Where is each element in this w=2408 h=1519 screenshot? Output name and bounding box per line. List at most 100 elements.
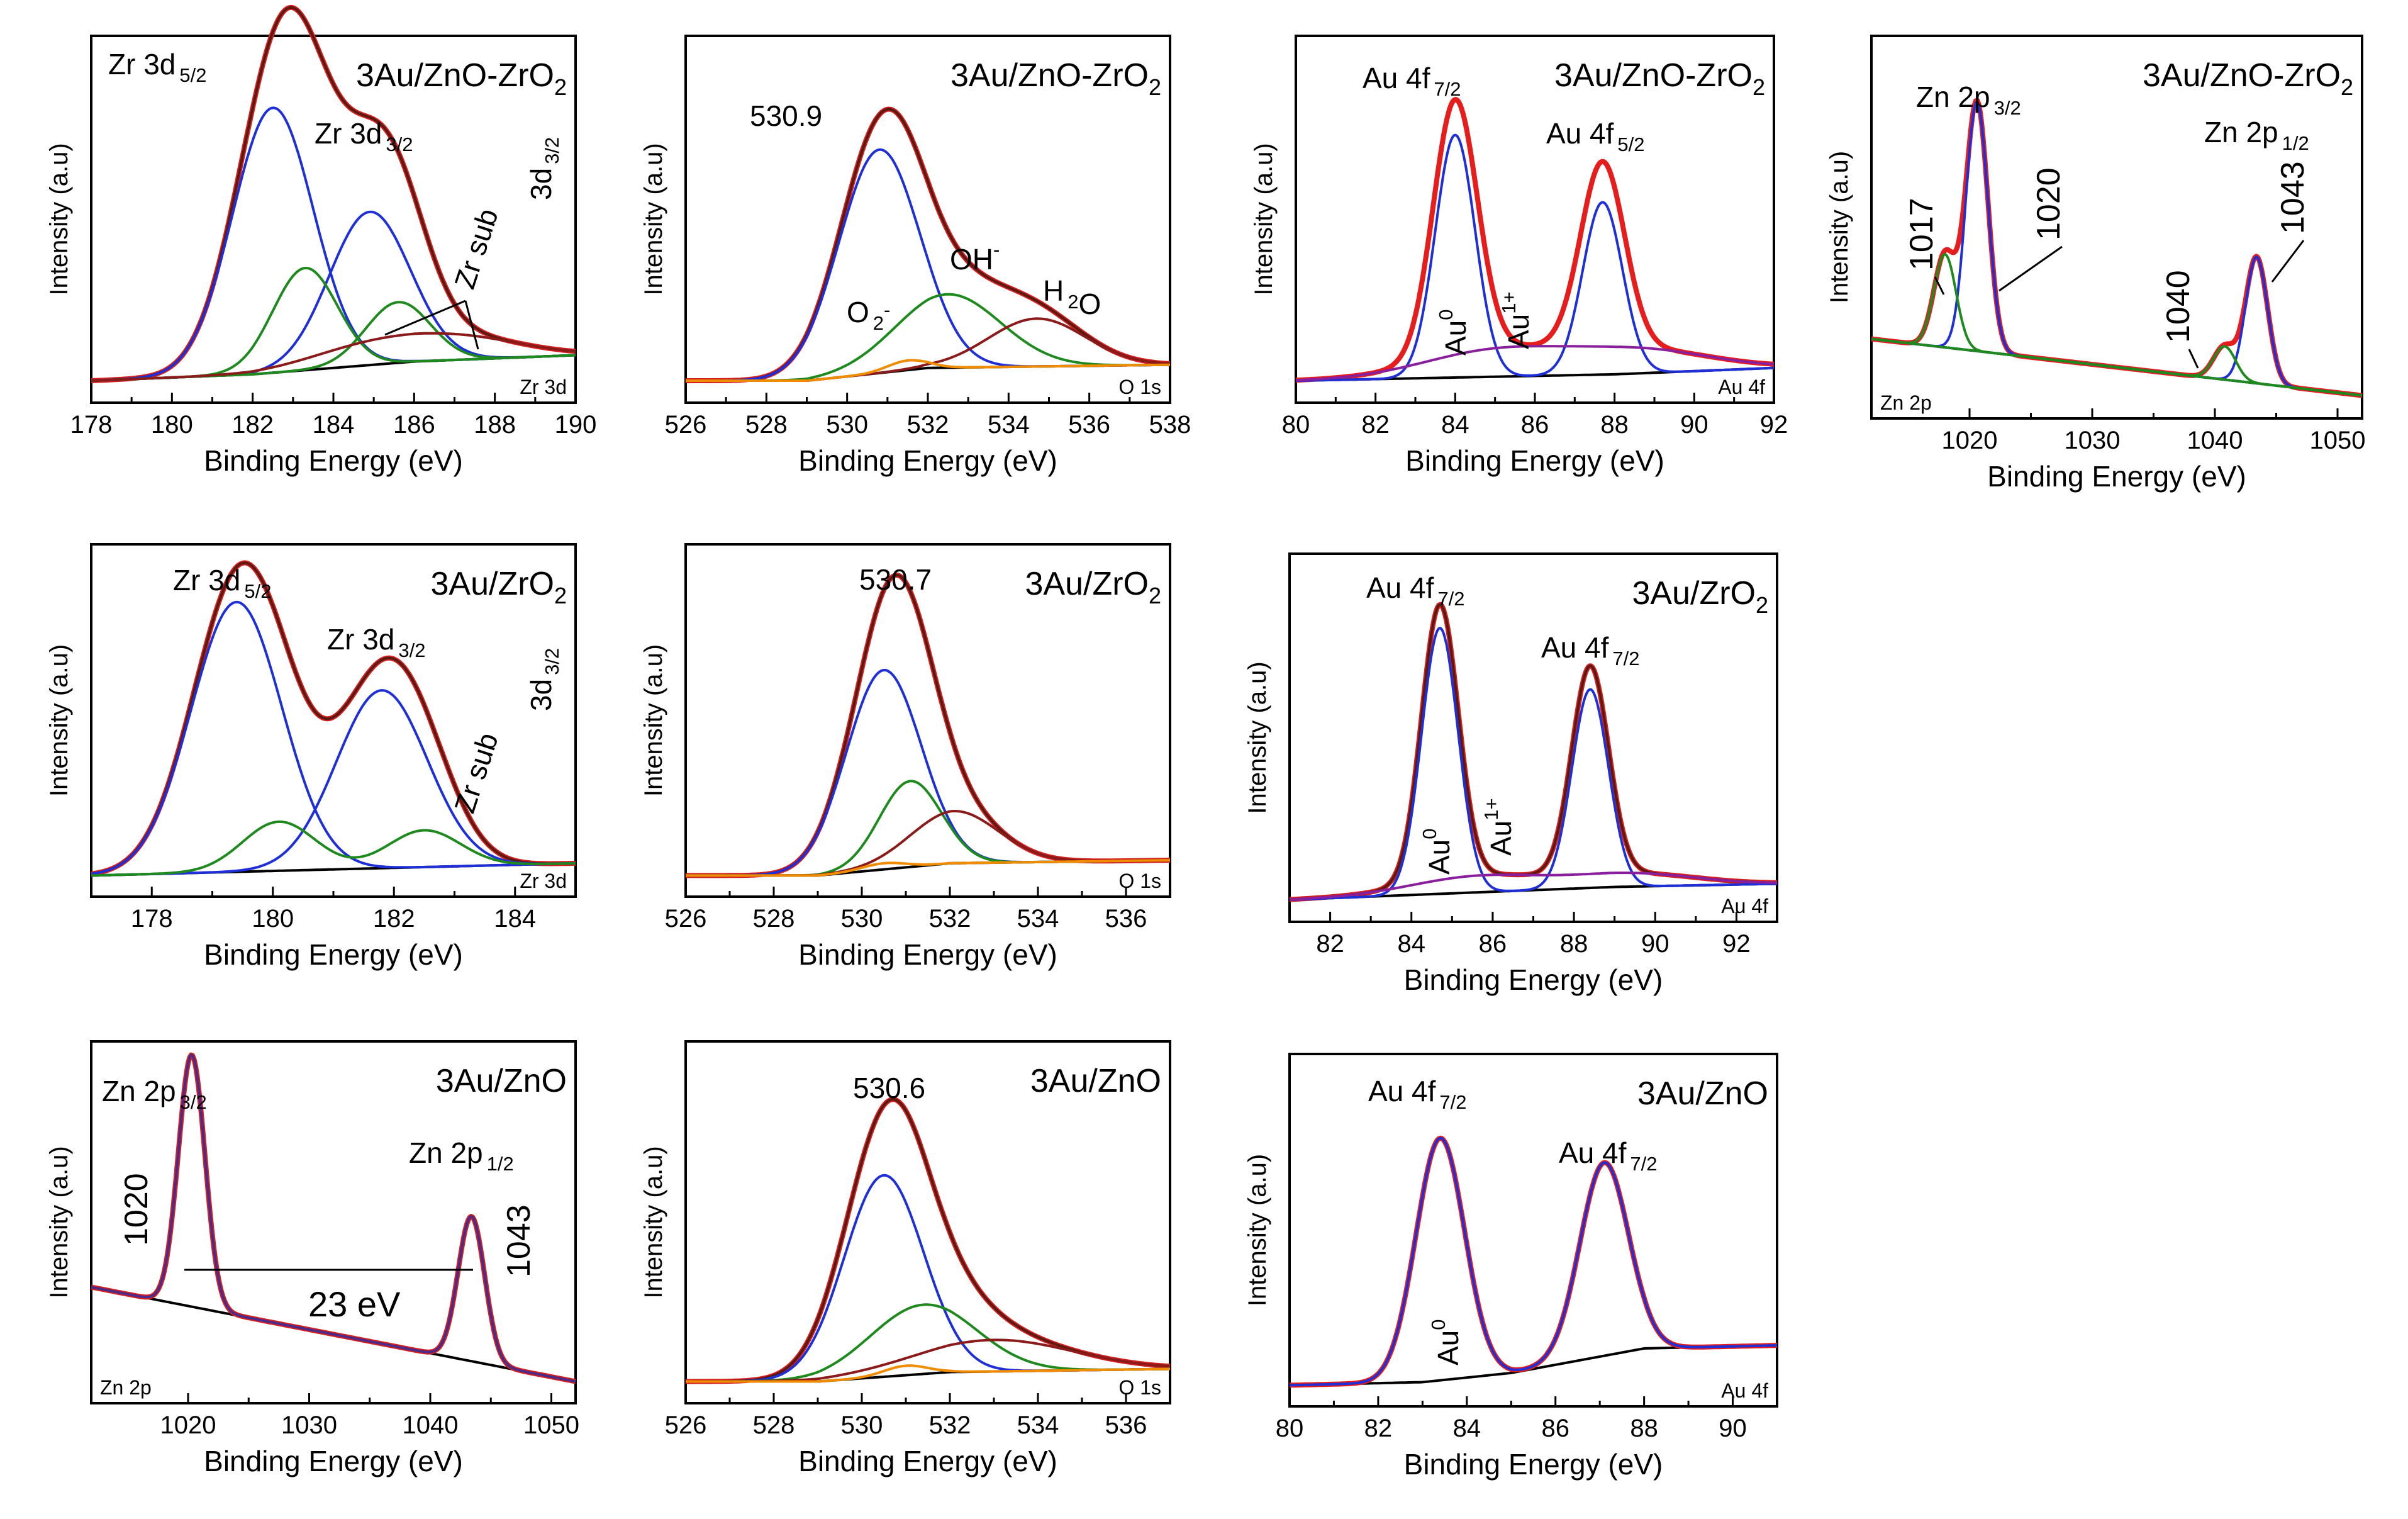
- series-minor: [91, 332, 576, 382]
- region-label: Au 4f: [1721, 1379, 1768, 1402]
- annotation-p3_au4f72: Au 4f 7/2: [1363, 62, 1461, 100]
- region-label: Au 4f: [1718, 376, 1765, 398]
- panel-title: 3Au/ZnO-ZrO2: [950, 57, 1161, 100]
- panel-p2: 526 528 530 532 534 536 538 Binding Energy (eV)…: [640, 35, 1191, 477]
- annotation-p3_au1: Au1+: [1498, 291, 1535, 349]
- x-tick-label: 528: [753, 1411, 795, 1439]
- annotation-leader: [1934, 276, 1945, 295]
- y-axis-label: Intensity (a.u): [640, 644, 667, 797]
- x-tick-label: 532: [907, 411, 949, 439]
- x-tick-label: 1050: [523, 1411, 579, 1439]
- x-tick-label: 84: [1441, 411, 1469, 439]
- annotation-p10_au4f72a: Au 4f 7/2: [1368, 1075, 1467, 1113]
- x-tick-label: 532: [929, 1411, 971, 1439]
- annotation-p2_h2o_h: H 2O: [1043, 274, 1101, 320]
- panel-p6: 526 528 530 532 534 536 Binding Energy (eV) Int…: [640, 543, 1171, 971]
- annotation-p1_zrsub_3d: 3d3/2: [525, 137, 563, 200]
- x-tick-label: 92: [1760, 411, 1788, 439]
- annotation-p8_zn32: Zn 2p 3/2: [102, 1075, 207, 1113]
- panel-p9: 526 528 530 532 534 536 Binding Energy (eV) Int…: [640, 1040, 1171, 1477]
- series-o2-: [686, 669, 1171, 877]
- x-axis-label: Binding Energy (eV): [1405, 444, 1664, 477]
- x-tick-label: 526: [665, 905, 707, 933]
- x-tick-label: 90: [1680, 411, 1708, 439]
- x-tick-label: 184: [494, 905, 536, 933]
- series-minor: [686, 1364, 1170, 1383]
- x-tick-label: 1020: [160, 1411, 216, 1439]
- annotation-p4_1020: 1020: [2031, 167, 2067, 240]
- series-envelope: [684, 573, 1171, 878]
- panel-title: 3Au/ZrO2: [1025, 566, 1161, 608]
- series-shoulder-3-2: [1871, 253, 2363, 397]
- panel-title: 3Au/ZnO-ZrO2: [1554, 57, 1765, 100]
- x-tick-label: 530: [826, 411, 868, 439]
- plot-frame: [90, 1040, 577, 1404]
- panel-p7: 82 84 86 88 90 92 Binding Energy (eV) Intensity…: [1244, 552, 1778, 996]
- x-tick-label: 180: [252, 905, 294, 933]
- annotation-p8_1020: 1020: [118, 1173, 155, 1246]
- x-tick-label: 528: [753, 905, 795, 933]
- annotation-p2_peak: 530.9: [750, 99, 822, 132]
- panel-title: 3Au/ZnO-ZrO2: [356, 57, 567, 100]
- y-axis-label: Intensity (a.u): [640, 143, 667, 295]
- x-tick-label: 188: [474, 411, 516, 439]
- x-tick-label: 532: [929, 905, 971, 933]
- plot-frame: [684, 1040, 1171, 1404]
- series-au1-: [1289, 872, 1777, 901]
- series-envelope: [1295, 97, 1775, 383]
- x-tick-label: 538: [1149, 411, 1191, 439]
- x-tick-label: 90: [1641, 930, 1669, 958]
- annotation-p4_zn12: Zn 2p 1/2: [2204, 116, 2309, 154]
- series-zr-3d5-2: [91, 600, 576, 875]
- region-label: O 1s: [1118, 870, 1161, 892]
- region-label: Zr 3d: [520, 870, 567, 892]
- y-axis-label: Intensity (a.u): [1826, 151, 1853, 303]
- panel-p1: 178 180 182 184 186 188 190 Binding Energy (eV)…: [45, 4, 597, 477]
- x-axis-label: Binding Energy (eV): [204, 444, 463, 477]
- x-axis-label: Binding Energy (eV): [204, 1445, 463, 1477]
- annotation-p1_zr3d52: Zr 3d 5/2: [108, 48, 206, 86]
- y-axis-label: Intensity (a.u): [45, 1146, 73, 1298]
- annotation-leader: [464, 300, 479, 350]
- x-axis-label: Binding Energy (eV): [798, 1445, 1057, 1477]
- x-tick-label: 82: [1316, 930, 1344, 958]
- x-axis-label: Binding Energy (eV): [1404, 1448, 1663, 1481]
- plot-frame: [1870, 35, 2363, 420]
- x-tick-label: 84: [1398, 930, 1426, 958]
- region-label: Au 4f: [1721, 895, 1768, 917]
- annotation-p4_1017: 1017: [1904, 198, 1940, 271]
- y-axis-label: Intensity (a.u): [45, 143, 73, 295]
- x-tick-label: 526: [665, 1411, 707, 1439]
- x-tick-label: 534: [988, 411, 1030, 439]
- series-envelope: [1288, 602, 1778, 902]
- annotation-p6_peak: 530.7: [859, 563, 932, 596]
- x-tick-label: 1030: [281, 1411, 337, 1439]
- x-tick-label: 526: [665, 411, 707, 439]
- annotation-p8_1043: 1043: [501, 1204, 537, 1277]
- annotation-p8_zn12: Zn 2p 1/2: [409, 1136, 514, 1175]
- annotation-p3_au4f52: Au 4f 5/2: [1546, 117, 1645, 155]
- annotation-p4_1043: 1043: [2275, 161, 2311, 234]
- x-axis-label: Binding Energy (eV): [798, 938, 1057, 971]
- region-label: Zn 2p: [1880, 391, 1932, 414]
- series-au1-: [1295, 345, 1775, 382]
- x-tick-label: 92: [1722, 930, 1751, 958]
- x-axis-label: Binding Energy (eV): [204, 938, 463, 971]
- x-tick-label: 86: [1541, 1415, 1569, 1442]
- annotation-p4_1040: 1040: [2160, 270, 2197, 343]
- annotation-p3_au0: Au0: [1435, 309, 1472, 356]
- annotation-p2_o2: O 2-: [847, 296, 890, 334]
- x-tick-label: 190: [555, 411, 597, 439]
- x-tick-label: 1040: [403, 1411, 459, 1439]
- panel-p8: 1020 1030 1040 1050 Binding Energy (eV) Inten…: [45, 1040, 579, 1477]
- region-label: Zn 2p: [100, 1376, 152, 1399]
- annotation-p1_zrsub: Zr sub: [448, 205, 504, 293]
- annotation-p9_peak: 530.6: [853, 1072, 925, 1104]
- x-axis-label: Binding Energy (eV): [798, 444, 1057, 477]
- series-2p1-2: [1871, 255, 2363, 397]
- panel-title: 3Au/ZnO: [436, 1063, 567, 1099]
- annotation-p1_zr3d32: Zr 3d 3/2: [315, 117, 413, 155]
- x-tick-label: 530: [841, 905, 883, 933]
- series-minor: [686, 859, 1171, 877]
